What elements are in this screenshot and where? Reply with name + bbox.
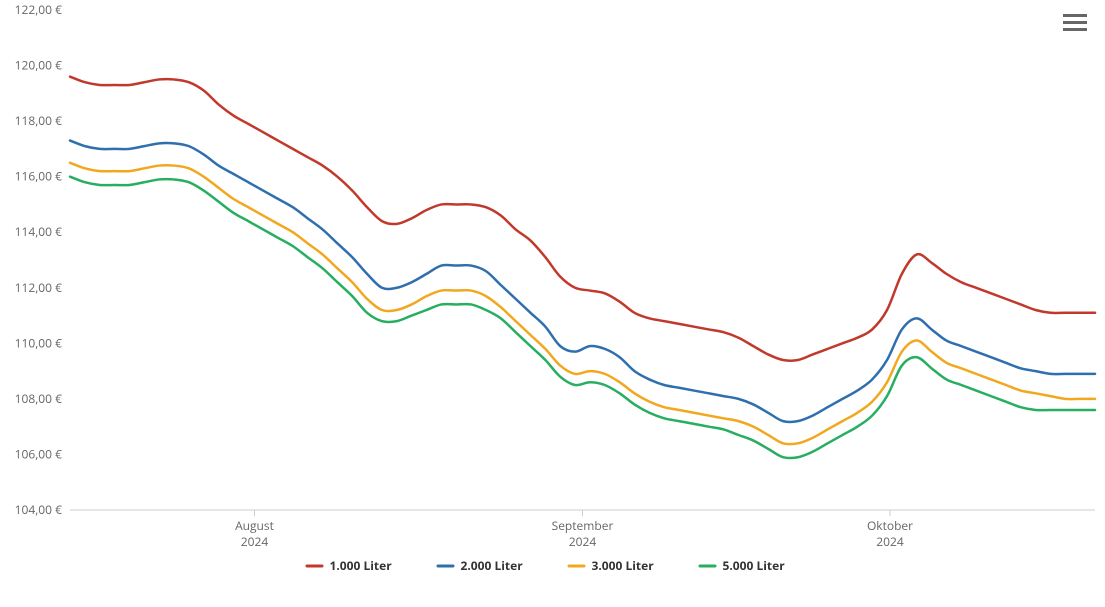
x-tick-label: August (235, 517, 274, 534)
series-line (70, 177, 1095, 458)
y-tick-label: 104,00 € (15, 501, 63, 518)
x-tick-label: September (552, 517, 614, 534)
legend-marker[interactable] (306, 565, 324, 568)
legend-label[interactable]: 3.000 Liter (592, 557, 655, 574)
price-chart: 104,00 € 106,00 € 108,00 € 110,00 € 112,00 €… (0, 0, 1105, 602)
series-line (70, 77, 1095, 361)
x-tick-label: 2024 (241, 533, 269, 550)
x-tick-label: 2024 (569, 533, 597, 550)
y-tick-label: 106,00 € (15, 445, 63, 462)
y-tick-label: 122,00 € (15, 1, 63, 18)
chart-menu-button[interactable] (1063, 10, 1087, 34)
chart-svg: 104,00 € 106,00 € 108,00 € 110,00 € 112,00 €… (0, 0, 1105, 602)
y-tick-label: 108,00 € (15, 390, 63, 407)
legend-marker[interactable] (437, 565, 455, 568)
legend-marker[interactable] (568, 565, 586, 568)
y-tick-label: 112,00 € (15, 279, 63, 296)
y-tick-label: 118,00 € (15, 112, 63, 129)
x-tick-label: 2024 (876, 533, 904, 550)
y-tick-label: 120,00 € (15, 57, 63, 74)
series-line (70, 141, 1095, 422)
y-tick-label: 110,00 € (15, 334, 63, 351)
legend-label[interactable]: 2.000 Liter (461, 557, 524, 574)
legend-label[interactable]: 5.000 Liter (723, 557, 786, 574)
legend-marker[interactable] (699, 565, 717, 568)
legend-label[interactable]: 1.000 Liter (330, 557, 393, 574)
y-tick-label: 114,00 € (15, 223, 63, 240)
y-tick-label: 116,00 € (15, 168, 63, 185)
x-tick-label: Oktober (867, 517, 913, 534)
